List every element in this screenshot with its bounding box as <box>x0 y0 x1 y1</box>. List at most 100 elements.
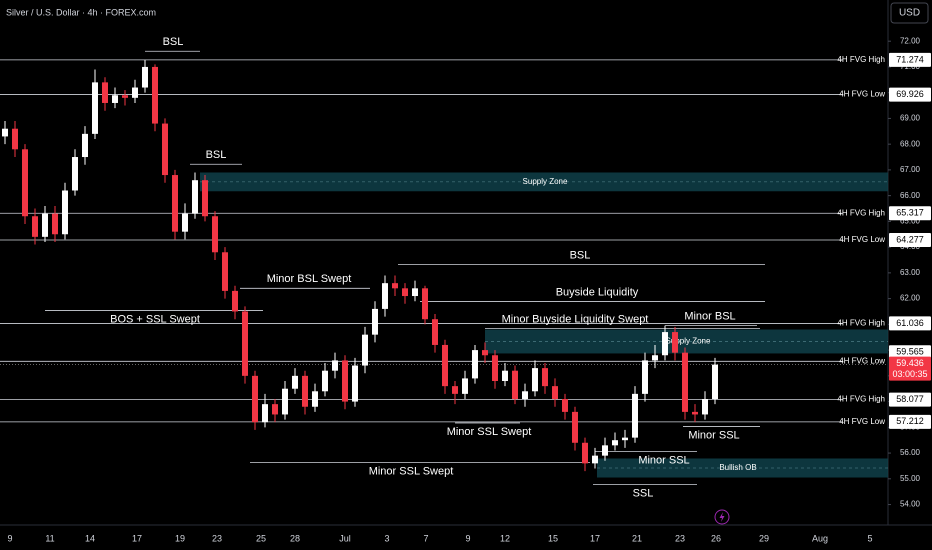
y-tick-label: 69.00 <box>900 114 921 123</box>
y-tick-label: 63.00 <box>900 268 921 277</box>
annotation-label: BSL <box>206 149 227 161</box>
candle-body <box>182 213 188 232</box>
annotation-label: SSL <box>633 487 654 499</box>
y-tick-label: 72.00 <box>900 36 921 45</box>
annotation-label: Minor SSL <box>688 429 739 441</box>
level-value: 71.274 <box>896 54 924 64</box>
x-tick-label: 29 <box>759 533 769 543</box>
level-label: 4H FVG Low <box>839 90 885 99</box>
level-label: 4H FVG High <box>837 319 885 328</box>
x-tick-label: 21 <box>632 533 642 543</box>
candle-body <box>422 288 428 320</box>
x-tick-label: 17 <box>590 533 600 543</box>
candle-body <box>412 288 418 297</box>
annotation-label: Minor SSL <box>638 454 689 466</box>
zone-label: Supply Zone <box>523 177 568 186</box>
annotation-label: BSL <box>570 249 591 261</box>
currency-button[interactable] <box>890 2 929 24</box>
candle-body <box>82 133 88 158</box>
candle-body <box>652 355 658 361</box>
candle-body <box>502 370 508 381</box>
level-value: 58.077 <box>896 394 924 404</box>
zone-label: Bullish OB <box>719 463 756 472</box>
x-tick-label: 5 <box>867 533 872 543</box>
last-price: 59.436 <box>896 358 924 368</box>
annotation-label: Buyside Liquidity <box>556 286 639 298</box>
x-tick-label: 14 <box>85 533 95 543</box>
candle-body <box>102 82 108 103</box>
candle-body <box>392 283 398 289</box>
annotation-label: Minor BSL Swept <box>267 273 352 285</box>
x-tick-label: Aug <box>812 533 828 543</box>
candle-body <box>222 252 228 291</box>
x-tick-label: 26 <box>711 533 721 543</box>
candle-body <box>522 391 528 400</box>
candle-body <box>322 370 328 392</box>
candle-body <box>492 355 498 381</box>
candle-body <box>232 290 238 312</box>
x-tick-label: 12 <box>500 533 510 543</box>
candle-body <box>672 332 678 353</box>
annotation-label: BSL <box>163 36 184 48</box>
candle-body <box>72 157 78 191</box>
candle-body <box>302 375 308 407</box>
chart-title: Silver / U.S. Dollar · 4h · FOREX.com <box>6 7 156 17</box>
candle-body <box>132 87 138 98</box>
candle-body <box>382 283 388 309</box>
candle-body <box>432 319 438 345</box>
event-icon[interactable] <box>714 509 730 525</box>
candle-body <box>532 368 538 392</box>
x-tick-label: 15 <box>548 533 558 543</box>
candle-body <box>12 128 18 150</box>
x-tick-label: 9 <box>465 533 470 543</box>
candle-body <box>712 364 718 400</box>
candle-body <box>482 350 488 356</box>
candle-body <box>142 66 148 88</box>
currency[interactable]: USD <box>899 8 920 19</box>
candle-body <box>242 311 248 376</box>
candle-body <box>632 393 638 438</box>
candle-body <box>2 128 8 137</box>
candle-body <box>112 95 118 103</box>
candle-body <box>152 66 158 124</box>
level-label: 4H FVG High <box>837 395 885 404</box>
candle-body <box>452 386 458 394</box>
candle-body <box>272 404 278 415</box>
candle-body <box>462 378 468 394</box>
x-tick-label: 28 <box>290 533 300 543</box>
zone-label: Supply Zone <box>666 337 711 346</box>
candle-body <box>252 375 258 423</box>
y-tick-label: 66.00 <box>900 191 921 200</box>
level-value: 65.317 <box>896 208 924 218</box>
candle-body <box>22 149 28 217</box>
candle-body <box>402 288 408 297</box>
candle-body <box>662 332 668 356</box>
candle-body <box>282 388 288 415</box>
countdown: 03:00:35 <box>892 369 927 379</box>
candle-body <box>472 350 478 379</box>
level-value-box <box>889 316 931 331</box>
level-value: 57.212 <box>896 416 924 426</box>
candle-body <box>262 404 268 423</box>
last-price-box <box>889 356 931 381</box>
annotation-label: Minor SSL Swept <box>369 466 454 478</box>
candle-body <box>292 375 298 389</box>
candle-body <box>212 216 218 253</box>
x-tick-label: 25 <box>256 533 266 543</box>
x-tick-label: 11 <box>45 533 54 543</box>
level-value: 69.926 <box>896 89 924 99</box>
y-tick-label: 55.00 <box>900 474 921 483</box>
candle-body <box>682 352 688 412</box>
candle-body <box>32 216 38 237</box>
level-value-box <box>889 52 931 67</box>
candle-body <box>582 442 588 464</box>
y-tick-label: 65.00 <box>900 216 921 225</box>
candle-body <box>372 308 378 335</box>
x-tick-label: 19 <box>175 533 185 543</box>
event-icon-bolt <box>719 512 725 522</box>
candle-body <box>692 411 698 415</box>
y-tick-label: 67.00 <box>900 165 921 174</box>
candle-body <box>572 411 578 443</box>
candle-body <box>342 360 348 402</box>
